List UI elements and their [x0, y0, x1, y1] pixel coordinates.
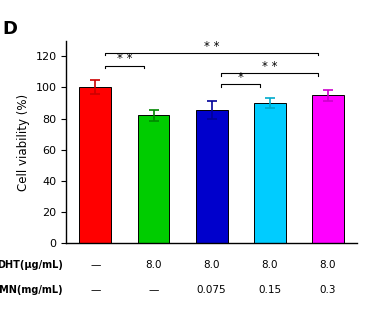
Text: D: D [2, 20, 17, 38]
Text: —: — [148, 285, 159, 295]
Text: —: — [90, 260, 100, 270]
Text: 8.0: 8.0 [204, 260, 220, 270]
Text: 0.3: 0.3 [319, 285, 336, 295]
Text: —: — [90, 285, 100, 295]
Text: * *: * * [117, 52, 132, 65]
Text: NMN(mg/mL): NMN(mg/mL) [0, 285, 63, 295]
Bar [138, 115, 170, 243]
Text: *: * [238, 71, 244, 84]
Text: 8.0: 8.0 [145, 260, 162, 270]
Text: 0.15: 0.15 [258, 285, 281, 295]
Text: * *: * * [262, 60, 277, 73]
Text: * *: * * [204, 40, 219, 52]
Y-axis label: Cell viability (%): Cell viability (%) [17, 93, 30, 191]
Bar [79, 87, 112, 243]
Bar [312, 95, 344, 243]
Bar [254, 103, 286, 243]
Text: DHT(μg/mL): DHT(μg/mL) [0, 260, 63, 270]
Text: 0.075: 0.075 [197, 285, 226, 295]
Bar [196, 110, 227, 243]
Text: 8.0: 8.0 [261, 260, 278, 270]
Text: 8.0: 8.0 [319, 260, 336, 270]
